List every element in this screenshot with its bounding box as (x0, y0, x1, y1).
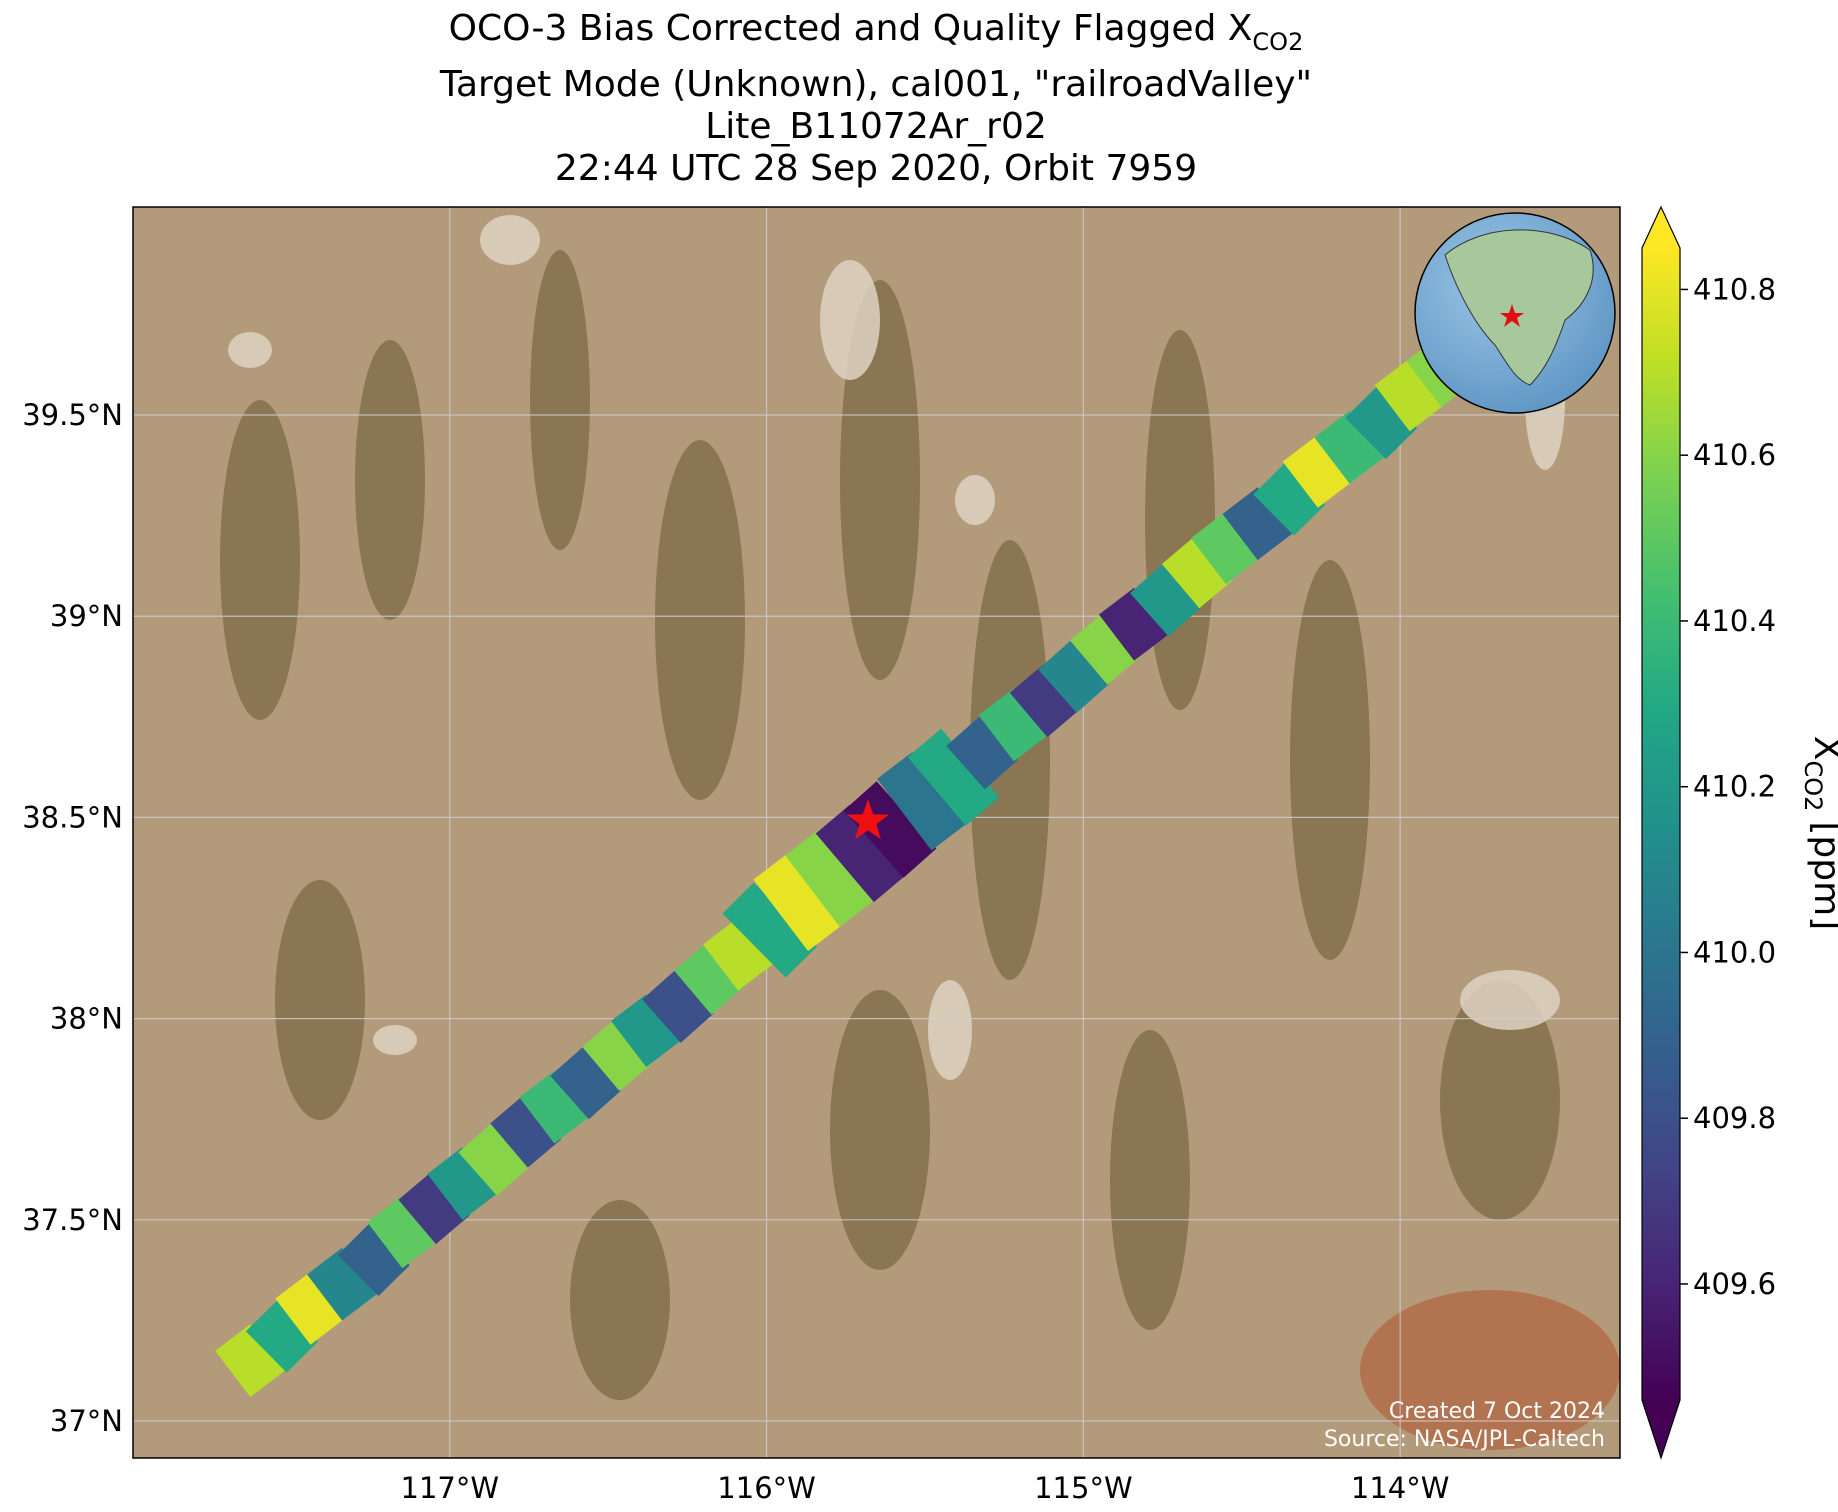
red-rock (1360, 1290, 1620, 1450)
swath-cell (1345, 386, 1418, 460)
title: OCO-3 Bias Corrected and Quality Flagged… (439, 8, 1312, 189)
swath-cell (519, 1070, 590, 1144)
y-tick-label: 38°N (50, 1002, 123, 1036)
swath-cell (1314, 410, 1385, 484)
colorbar-label-unit: [ppm] (1806, 821, 1838, 930)
swath-cell (458, 1123, 530, 1196)
swath-cell (307, 1247, 378, 1321)
title-line: OCO-3 Bias Corrected and Quality Flagged… (449, 8, 1304, 56)
colorbar-tick-label: 410.2 (1693, 770, 1776, 804)
target-marker (847, 799, 889, 840)
swath-cell (1130, 563, 1202, 637)
swath-cell (1070, 612, 1142, 685)
y-tick-label: 37.5°N (22, 1203, 123, 1237)
colorbar-label: XCO2 [ppm] (1799, 736, 1838, 930)
axis-ticks: 117°W 116°W 115°W 114°W 37°N 37.5°N 38°N 38.5°N… (22, 398, 1449, 1505)
swath-cell (1161, 535, 1233, 609)
colorbar-tick-label: 410.6 (1693, 438, 1776, 472)
swath-cell (674, 942, 746, 1015)
swath-cell (337, 1223, 410, 1297)
basemap (133, 207, 1620, 1458)
swath-cell (1098, 587, 1170, 661)
swath-cell (642, 970, 714, 1043)
swath-cell (753, 852, 844, 952)
map-frame (132, 206, 1621, 1459)
swath-cell (815, 805, 908, 903)
swath-cell (1190, 511, 1261, 585)
swath-cell (1222, 487, 1293, 561)
y-tick-label: 37°N (50, 1404, 123, 1438)
swath-cell (877, 752, 967, 851)
swath-cell (550, 1046, 622, 1120)
swath-cell (1253, 463, 1326, 536)
colorbar-tick-label: 409.8 (1693, 1101, 1776, 1135)
colorbar-tick-label: 410.4 (1693, 604, 1776, 638)
swath-cell (907, 728, 1000, 826)
title-line: Target Mode (Unknown), cal001, "railroad… (439, 64, 1312, 105)
globe-inset (1414, 212, 1616, 414)
swath-cell (215, 1324, 286, 1398)
colorbar-body (1642, 248, 1680, 1400)
swath-cell (245, 1300, 318, 1373)
colorbar-extend-max (1642, 207, 1680, 248)
swath-cell (611, 994, 682, 1068)
swath-cell (490, 1094, 562, 1168)
swath-cell (275, 1271, 346, 1345)
colorbar-tick-label: 409.6 (1693, 1267, 1776, 1301)
colorbar-extend-min (1642, 1400, 1680, 1458)
colorbar: 409.6 409.8 410.0 410.2 410.4 410.6 410.8 (1641, 205, 1776, 1460)
footer: Created 7 Oct 2024 Source: NASA/JPL-Calt… (1324, 1399, 1605, 1452)
swath-cell (1282, 434, 1353, 508)
footer-line: Source: NASA/JPL-Caltech (1324, 1427, 1605, 1452)
swath-cell (978, 688, 1049, 762)
swath-cell (785, 828, 875, 927)
colorbar-label-subscript: CO2 (1799, 760, 1827, 811)
colorbar-tick-label: 410.8 (1693, 272, 1776, 306)
title-line: Lite_B11072Ar_r02 (705, 106, 1047, 147)
swath-cell (1009, 664, 1081, 738)
title-head: OCO-3 Bias Corrected and Quality Flagged… (449, 8, 1253, 49)
y-tick-label: 39.5°N (22, 398, 123, 432)
swath-cell (946, 716, 1018, 790)
title-line: 22:44 UTC 28 Sep 2020, Orbit 7959 (555, 148, 1197, 189)
colorbar-label-head: X (1806, 736, 1838, 761)
swath-cell (1374, 358, 1445, 432)
y-tick-label: 39°N (50, 599, 123, 633)
mountain-ranges (220, 250, 1560, 1400)
swath-cell (1038, 640, 1110, 713)
y-tick-label: 38.5°N (22, 800, 123, 834)
title-subscript: CO2 (1252, 28, 1303, 56)
x-tick-label: 116°W (717, 1471, 816, 1505)
swath-cell (398, 1171, 470, 1245)
swath-cell (427, 1147, 498, 1220)
x-tick-label: 115°W (1034, 1471, 1133, 1505)
x-tick-label: 117°W (401, 1471, 500, 1505)
swath-cell (367, 1195, 438, 1269)
colorbar-tick-label: 410.0 (1693, 935, 1776, 969)
x-tick-label: 114°W (1351, 1471, 1450, 1505)
colorbar-outline (1641, 205, 1681, 1460)
footer-line: Created 7 Oct 2024 (1389, 1399, 1605, 1424)
swath-cell (722, 882, 818, 978)
swath-cell (702, 917, 774, 991)
swath-cell (582, 1018, 654, 1092)
